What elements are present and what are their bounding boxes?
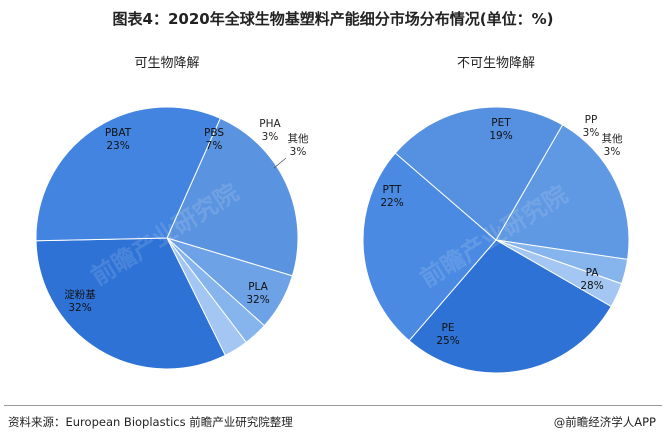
slice-value-1-1: 23% bbox=[106, 140, 129, 152]
slice-value-2-1: 19% bbox=[489, 130, 512, 142]
figure-title: 图表4：2020年全球生物基塑料产能细分市场分布情况(单位：%) bbox=[112, 10, 554, 28]
slice-label-1-6: 淀粉基 bbox=[64, 288, 96, 301]
slice-value-1-4: 3% bbox=[290, 146, 307, 158]
slice-label-2-5: PE bbox=[442, 322, 455, 334]
slice-value-2-4: 28% bbox=[580, 280, 603, 292]
slice-label-2-4: PA bbox=[586, 267, 600, 279]
pie-slice-2-5 bbox=[362, 152, 497, 342]
leader-line-1-4 bbox=[273, 157, 287, 169]
slice-label-2-3: 其他 bbox=[602, 132, 623, 145]
pie-slice-1-5 bbox=[35, 237, 226, 370]
pie-slice-2-4 bbox=[408, 239, 612, 374]
slice-value-1-2: 7% bbox=[206, 140, 223, 152]
credit-note: @前瞻经济学人APP bbox=[553, 415, 656, 429]
slice-value-2-3: 3% bbox=[604, 146, 621, 158]
slice-value-2-5: 25% bbox=[436, 335, 459, 347]
slice-label-1-4: 其他 bbox=[288, 132, 309, 145]
slice-label-1-5: PLA bbox=[248, 281, 268, 293]
pie-slice-1-6 bbox=[35, 106, 221, 242]
slice-value-2-2: 3% bbox=[583, 127, 600, 139]
slice-value-2-6: 22% bbox=[380, 197, 403, 209]
slice-label-2-6: PTT bbox=[383, 184, 403, 196]
slice-value-1-5: 32% bbox=[246, 294, 269, 306]
slice-value-1-3: 3% bbox=[262, 131, 279, 143]
slice-label-1-1: PBAT bbox=[105, 127, 132, 139]
pie-slice-1-1 bbox=[166, 117, 299, 277]
source-note: 资料来源：European Bioplastics 前瞻产业研究院整理 bbox=[8, 415, 293, 429]
pie-slice-2-6 bbox=[394, 106, 564, 241]
slice-label-1-3: PHA bbox=[259, 118, 281, 130]
slice-label-2-1: PET bbox=[491, 117, 511, 129]
pie-title-2: 不可生物降解 bbox=[457, 56, 535, 71]
pie-slice-2-1 bbox=[495, 124, 630, 260]
pie-title-1: 可生物降解 bbox=[134, 56, 199, 71]
slice-value-1-6: 32% bbox=[68, 302, 91, 314]
footer-divider bbox=[4, 405, 662, 406]
slice-label-1-2: PBS bbox=[204, 127, 224, 139]
slice-label-2-2: PP bbox=[585, 114, 598, 126]
